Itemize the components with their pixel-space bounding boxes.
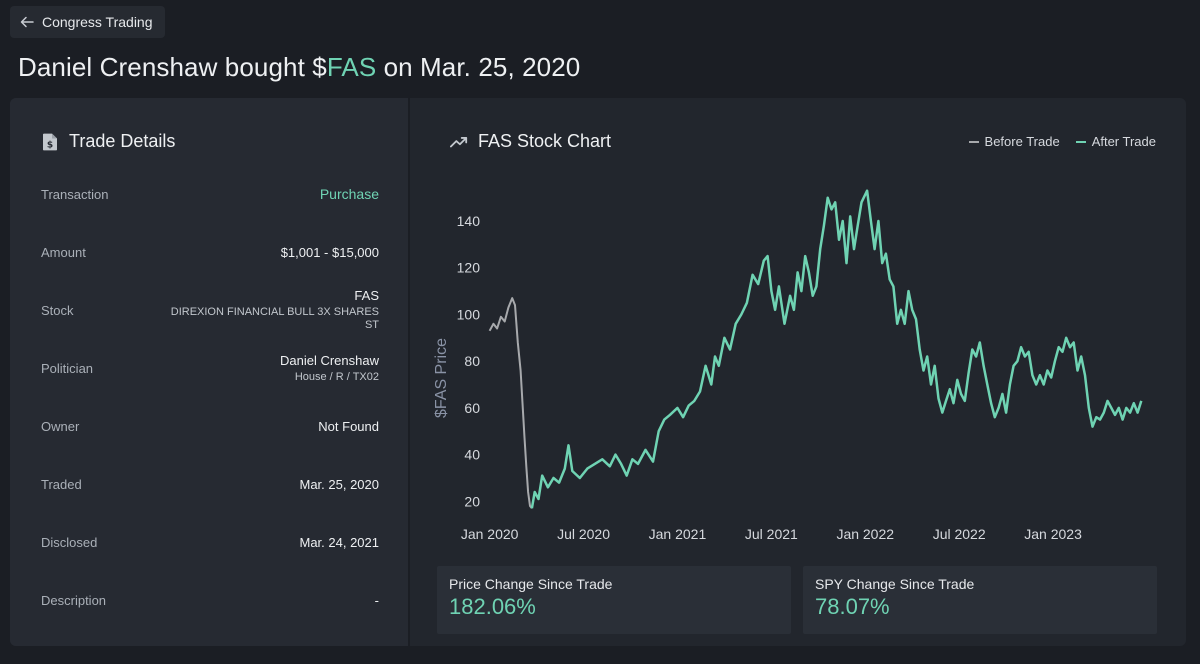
page-title: Daniel Crenshaw bought $FAS on Mar. 25, … [18,52,580,83]
detail-row-amount: Amount $1,001 - $15,000 [41,223,379,281]
detail-value-politician[interactable]: Daniel Crenshaw House / R / TX02 [280,353,379,384]
invoice-dollar-icon: $ [43,133,57,150]
stat-value-spy-change: 78.07% [815,594,890,619]
detail-row-disclosed: Disclosed Mar. 24, 2021 [41,513,379,571]
x-tick-label: Jul 2020 [557,526,610,542]
detail-label: Stock [41,302,74,318]
stock-ticker[interactable]: FAS [354,288,379,303]
y-tick-label: 60 [464,400,480,416]
stock-type: ST [364,319,379,331]
trade-details-header: $ Trade Details [41,131,175,152]
detail-label: Traded [41,476,82,492]
back-button[interactable]: Congress Trading [10,6,165,38]
x-tick-label: Jul 2021 [745,526,798,542]
legend-swatch-before [968,140,979,143]
price-change-stat: Price Change Since Trade 182.06% [437,566,791,634]
detail-value-stock[interactable]: FAS DIREXION FINANCIAL BULL 3X SHARES ST [171,288,379,332]
detail-value-transaction: Purchase [319,186,379,202]
x-tick-label: Jan 2021 [649,526,707,542]
panel-divider [408,98,410,646]
detail-value-description: - [374,592,379,608]
trade-card: $ Trade Details Transaction Purchase Amo… [10,98,1186,646]
y-tick-label: 20 [464,493,480,509]
detail-row-stock: Stock FAS DIREXION FINANCIAL BULL 3X SHA… [41,281,379,339]
y-axis: 20 40 60 80 100 120 140 [457,213,481,509]
y-tick-label: 40 [464,447,480,463]
x-tick-label: Jan 2023 [1024,526,1082,542]
arrow-left-icon [20,16,34,28]
chart-legend: Before Trade After Trade [968,134,1156,149]
x-tick-label: Jan 2022 [836,526,894,542]
title-prefix: Daniel Crenshaw bought $ [18,52,327,82]
detail-row-transaction: Transaction Purchase [41,165,379,223]
politician-name[interactable]: Daniel Crenshaw [280,352,379,368]
detail-label: Politician [41,360,94,376]
legend-item-before[interactable]: Before Trade [968,134,1060,149]
detail-label: Amount [41,244,86,260]
title-ticker[interactable]: FAS [326,52,377,82]
series-line-before-trade [488,297,533,509]
detail-row-traded: Traded Mar. 25, 2020 [41,455,379,513]
legend-label-after: After Trade [1091,134,1156,149]
politician-info: House / R / TX02 [294,370,379,383]
stat-label-price-change: Price Change Since Trade [449,576,613,592]
chart-series [488,189,1143,509]
y-tick-label: 120 [457,260,481,276]
stat-label-spy-change: SPY Change Since Trade [815,576,975,592]
detail-value-owner: Not Found [318,418,379,434]
stat-value-price-change: 182.06% [449,594,536,619]
x-axis: Jan 2020 Jul 2020 Jan 2021 Jul 2021 Jan 2022… [461,526,1082,542]
detail-row-politician: Politician Daniel Crenshaw House / R / T… [41,339,379,397]
detail-value-amount: $1,001 - $15,000 [280,244,379,260]
stock-name: DIREXION FINANCIAL BULL 3X SHARES [170,306,379,318]
y-tick-label: 100 [457,306,481,322]
detail-label: Owner [41,418,80,434]
legend-swatch-after [1075,140,1086,143]
x-tick-label: Jan 2020 [461,526,519,542]
back-button-label: Congress Trading [42,14,153,30]
spy-change-stat: SPY Change Since Trade 78.07% [803,566,1157,634]
detail-row-owner: Owner Not Found [41,397,379,455]
detail-label: Transaction [41,186,109,202]
trending-up-icon [450,136,468,147]
trade-details-panel: $ Trade Details Transaction Purchase Amo… [10,98,408,646]
detail-value-traded: Mar. 25, 2020 [299,476,380,492]
series-line-after-trade [530,189,1143,509]
legend-label-before: Before Trade [984,134,1060,149]
svg-text:$: $ [47,140,53,150]
x-tick-label: Jul 2022 [933,526,986,542]
detail-row-description: Description - [41,571,379,629]
trade-details-title: Trade Details [69,131,176,151]
detail-label: Description [41,592,107,608]
detail-value-disclosed: Mar. 24, 2021 [299,534,380,550]
y-axis-label: $FAS Price [433,338,450,418]
y-tick-label: 140 [457,213,481,229]
legend-item-after[interactable]: After Trade [1075,134,1156,149]
detail-label: Disclosed [41,534,98,550]
chart-header: FAS Stock Chart [450,131,611,152]
y-tick-label: 80 [464,353,480,369]
chart-title: FAS Stock Chart [478,131,612,151]
title-suffix: on Mar. 25, 2020 [376,52,581,82]
